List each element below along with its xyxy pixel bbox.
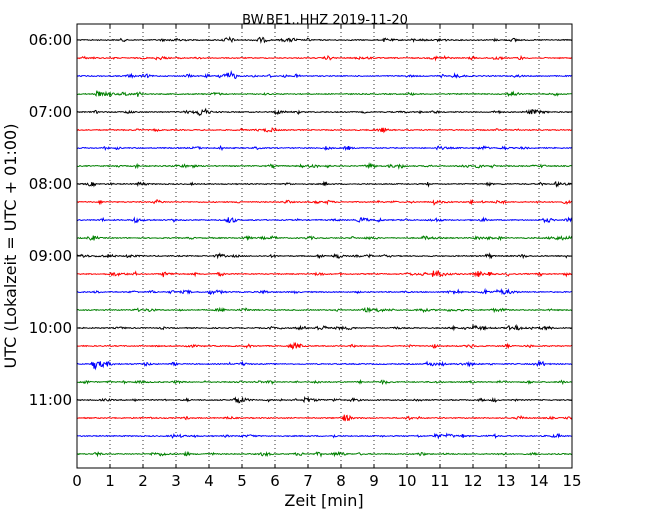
x-tick-label: 1 <box>105 472 115 490</box>
seismogram-trace <box>76 378 573 386</box>
x-tick-label: 8 <box>336 472 346 490</box>
y-tick-label: 07:00 <box>29 103 72 121</box>
seismogram-trace <box>76 216 573 224</box>
seismogram-trace <box>76 90 573 98</box>
seismogram-trace <box>76 198 573 206</box>
seismogram-trace <box>76 395 573 404</box>
x-tick-label: 3 <box>171 472 181 490</box>
x-tick-label: 7 <box>303 472 313 490</box>
seismogram-trace <box>76 341 572 350</box>
trace-layer <box>76 35 573 458</box>
seismogram-trace <box>76 162 573 170</box>
x-tick-label: 10 <box>397 472 416 490</box>
seismogram-trace <box>76 54 573 62</box>
seismogram-trace <box>76 360 573 371</box>
grid-layer <box>109 24 540 468</box>
y-tick-label: 09:00 <box>29 247 72 265</box>
seismogram-trace <box>76 252 573 260</box>
y-axis-label: UTC (Lokalzeit = UTC + 01:00) <box>1 124 20 369</box>
seismogram-trace <box>76 127 573 134</box>
x-tick-label: 4 <box>204 472 214 490</box>
tick-layer: 0 1 2 3 4 5 6 7 8 9 10 11 12 13 14 1506:0007:0008:0009:… <box>29 24 582 490</box>
seismogram-trace <box>76 234 573 242</box>
seismogram-trace <box>76 107 573 117</box>
x-tick-label: 14 <box>529 472 548 490</box>
y-tick-label: 08:00 <box>29 175 72 193</box>
plot-frame <box>76 23 573 469</box>
seismogram-trace <box>76 432 573 440</box>
y-tick-label: 06:00 <box>29 31 72 49</box>
seismogram-trace <box>76 287 573 296</box>
seismogram-trace <box>76 414 573 422</box>
x-tick-label: 12 <box>463 472 482 490</box>
y-tick-label: 10:00 <box>29 319 72 337</box>
seismogram-trace <box>76 180 573 188</box>
seismogram-trace <box>76 70 573 80</box>
y-tick-label: 11:00 <box>29 391 72 409</box>
seismogram-trace <box>76 144 573 152</box>
x-axis-label: Zeit [min] <box>284 491 363 510</box>
x-tick-label: 5 <box>237 472 247 490</box>
seismogram-trace <box>76 35 573 45</box>
x-tick-label: 2 <box>138 472 148 490</box>
x-tick-label: 13 <box>496 472 515 490</box>
x-tick-label: 15 <box>562 472 581 490</box>
seismogram-trace <box>76 270 573 278</box>
x-tick-label: 0 <box>72 472 82 490</box>
seismogram-trace <box>76 323 573 332</box>
x-tick-label: 11 <box>430 472 449 490</box>
x-tick-label: 6 <box>270 472 280 490</box>
x-tick-label: 9 <box>369 472 379 490</box>
seismogram-trace <box>76 306 573 314</box>
chart-title: BW.BE1..HHZ 2019-11-20 <box>242 13 408 28</box>
seismogram-trace <box>76 450 573 458</box>
